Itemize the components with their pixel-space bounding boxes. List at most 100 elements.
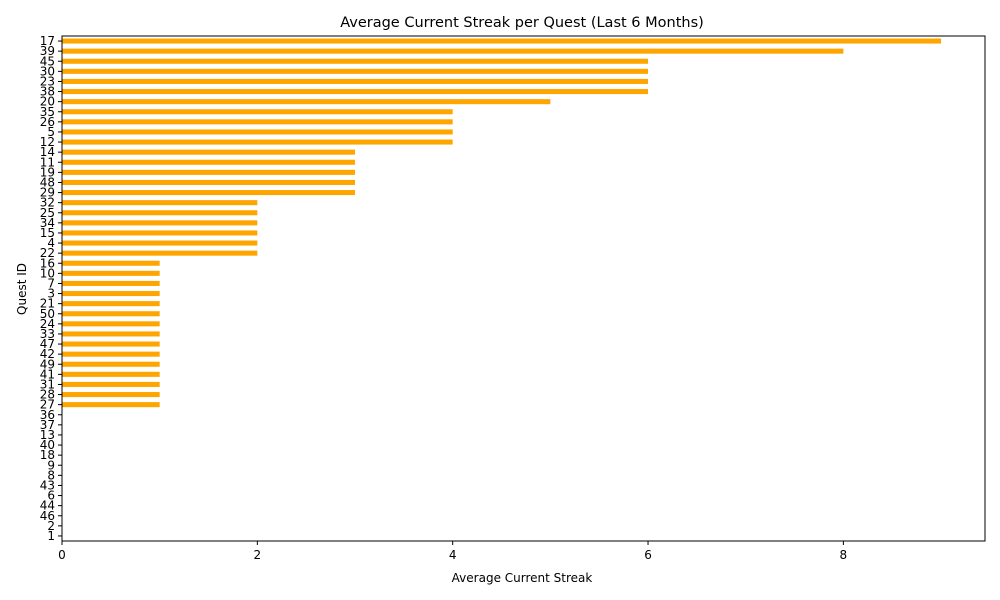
y-tick-label: 44: [40, 499, 55, 513]
bar-quest-12: [62, 139, 453, 145]
y-tick-label: 26: [40, 115, 55, 129]
y-tick-label: 30: [40, 64, 55, 78]
y-tick-label: 49: [40, 357, 55, 371]
bar-quest-29: [62, 190, 356, 196]
y-tick-label: 17: [40, 34, 55, 48]
y-tick-label: 32: [40, 196, 55, 210]
y-tick-label: 19: [40, 165, 55, 179]
bar-quest-31: [62, 381, 160, 387]
x-tick-label: 6: [644, 548, 652, 562]
y-tick-label: 27: [40, 398, 55, 412]
y-tick-label: 10: [40, 266, 55, 280]
bar-quest-34: [62, 220, 258, 226]
y-axis-ticks: 1739453023382035265121411194829322534154…: [40, 34, 62, 543]
y-tick-label: 37: [40, 418, 55, 432]
y-tick-label: 46: [40, 509, 55, 523]
bar-quest-3: [62, 291, 160, 297]
y-tick-label: 35: [40, 105, 55, 119]
bar-quest-5: [62, 129, 453, 135]
y-tick-label: 34: [40, 216, 55, 230]
y-tick-label: 9: [47, 458, 55, 472]
y-tick-label: 50: [40, 307, 55, 321]
y-tick-label: 3: [47, 287, 55, 301]
y-tick-label: 23: [40, 74, 55, 88]
bar-quest-26: [62, 119, 453, 125]
bar-quest-27: [62, 402, 160, 408]
x-tick-label: 0: [58, 548, 66, 562]
bar-quest-47: [62, 341, 160, 347]
y-tick-label: 39: [40, 44, 55, 58]
y-tick-label: 42: [40, 347, 55, 361]
y-tick-label: 18: [40, 448, 55, 462]
y-tick-label: 20: [40, 95, 55, 109]
bar-quest-25: [62, 210, 258, 216]
bar-quest-11: [62, 159, 356, 165]
bar-quest-50: [62, 311, 160, 317]
bar-quest-28: [62, 392, 160, 398]
bar-quest-17: [62, 38, 942, 44]
y-tick-label: 40: [40, 438, 55, 452]
bar-quest-16: [62, 260, 160, 266]
y-tick-label: 1: [47, 529, 55, 543]
bar-quest-45: [62, 58, 649, 64]
bar-quest-24: [62, 321, 160, 327]
bar-quest-21: [62, 301, 160, 307]
x-axis-ticks: 0 2 4 6 8: [58, 541, 847, 562]
x-tick-label: 2: [254, 548, 262, 562]
bar-quest-22: [62, 250, 258, 256]
chart-title: Average Current Streak per Quest (Last 6…: [340, 15, 704, 31]
bar-quest-20: [62, 99, 551, 105]
y-tick-label: 14: [40, 145, 55, 159]
bar-quest-38: [62, 89, 649, 95]
bar-quest-23: [62, 78, 649, 84]
y-tick-label: 48: [40, 175, 55, 189]
y-tick-label: 4: [47, 236, 55, 250]
bars-group: [62, 38, 942, 408]
y-axis-label: Quest ID: [15, 263, 29, 315]
y-tick-label: 43: [40, 478, 55, 492]
bar-quest-32: [62, 200, 258, 206]
y-tick-label: 5: [47, 125, 55, 139]
bar-quest-48: [62, 179, 356, 185]
y-tick-label: 11: [40, 155, 55, 169]
y-tick-label: 12: [40, 135, 55, 149]
y-tick-label: 6: [47, 489, 55, 503]
y-tick-label: 38: [40, 85, 55, 99]
bar-quest-49: [62, 361, 160, 367]
y-tick-label: 21: [40, 297, 55, 311]
y-tick-label: 45: [40, 54, 55, 68]
y-tick-label: 36: [40, 408, 55, 422]
y-tick-label: 31: [40, 377, 55, 391]
y-tick-label: 2: [47, 519, 55, 533]
bar-quest-4: [62, 240, 258, 246]
bar-quest-33: [62, 331, 160, 337]
y-tick-label: 16: [40, 256, 55, 270]
y-tick-label: 25: [40, 206, 55, 220]
y-tick-label: 8: [47, 468, 55, 482]
y-tick-label: 7: [47, 276, 55, 290]
plot-frame: [61, 35, 986, 542]
y-tick-label: 13: [40, 428, 55, 442]
y-tick-label: 22: [40, 246, 55, 260]
x-axis-label: Average Current Streak: [452, 571, 593, 585]
bar-quest-41: [62, 371, 160, 377]
y-tick-label: 47: [40, 337, 55, 351]
y-tick-label: 33: [40, 327, 55, 341]
x-tick-label: 8: [840, 548, 848, 562]
bar-quest-42: [62, 351, 160, 357]
y-tick-label: 28: [40, 388, 55, 402]
bar-quest-7: [62, 280, 160, 286]
y-tick-label: 29: [40, 186, 55, 200]
bar-quest-15: [62, 230, 258, 236]
y-tick-label: 24: [40, 317, 55, 331]
bar-quest-10: [62, 270, 160, 276]
y-tick-label: 15: [40, 226, 55, 240]
bar-quest-30: [62, 68, 649, 74]
bar-quest-39: [62, 48, 844, 54]
bar-quest-19: [62, 169, 356, 175]
bar-quest-35: [62, 109, 453, 115]
y-tick-label: 41: [40, 367, 55, 381]
bar-quest-14: [62, 149, 356, 155]
